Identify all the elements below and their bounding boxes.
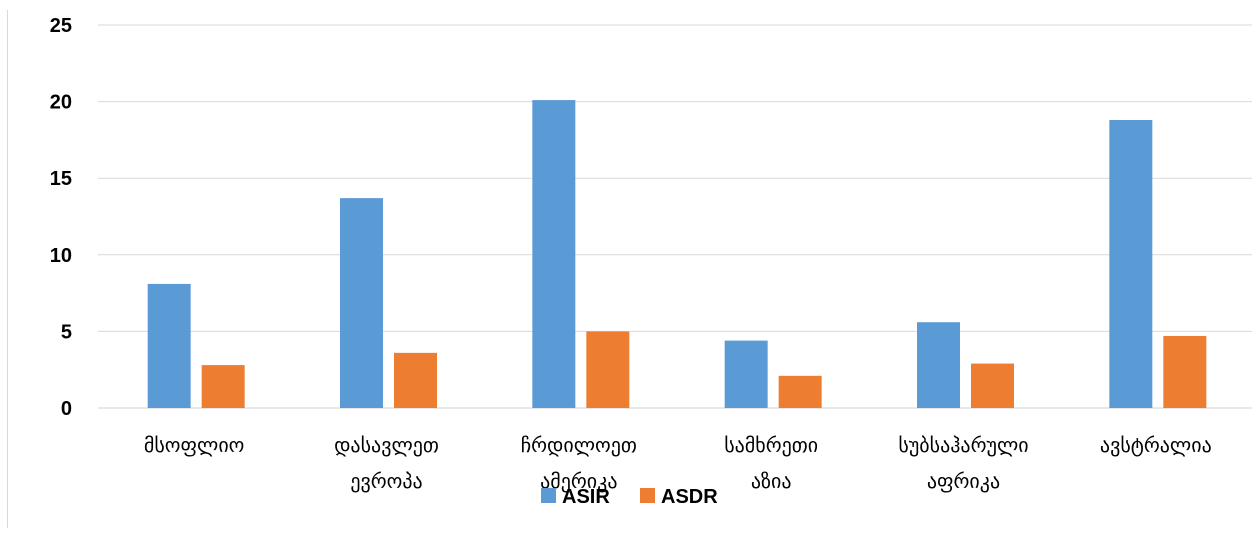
x-category-label: მსოფლიო — [144, 433, 245, 457]
bar-asdr — [394, 352, 437, 408]
x-axis-labels: მსოფლიო დასავლეთევროპაჩრდილოეთამერიკასამხ… — [144, 433, 1212, 493]
y-tick-label: 10 — [50, 245, 72, 267]
bar-asir — [917, 322, 960, 408]
gridlines — [98, 24, 1252, 409]
bar-asdr — [778, 375, 822, 408]
legend: ASIR ASDR — [541, 486, 718, 508]
bar-asir — [724, 340, 768, 408]
legend-label-asir: ASIR — [562, 486, 610, 508]
x-category-label: ჩრდილოეთ — [521, 433, 637, 457]
bar-asir — [532, 100, 576, 409]
bar-asdr — [971, 363, 1014, 408]
y-tick-label: 15 — [50, 168, 72, 190]
bars — [147, 100, 1207, 409]
y-tick-label: 5 — [61, 321, 72, 343]
legend-label-asdr: ASDR — [661, 486, 718, 508]
y-tick-label: 25 — [50, 15, 72, 37]
bar-asdr — [201, 365, 245, 408]
x-category-label: ავსტრალია — [1100, 433, 1212, 457]
x-category-label: სამხრეთი — [724, 433, 818, 457]
x-category-label: აფრიკა — [927, 469, 1000, 493]
bar-asdr — [586, 331, 630, 408]
legend-swatch-asir — [541, 488, 556, 503]
x-category-label: დასავლეთ — [334, 433, 439, 457]
x-category-label: სუბსაჰარული — [898, 433, 1028, 457]
y-tick-label: 0 — [61, 398, 72, 420]
y-axis-ticks: 0 5 10 15 20 25 — [50, 15, 72, 420]
bar-asir — [147, 283, 191, 408]
bar-asir — [340, 198, 383, 408]
bar-asir — [1109, 119, 1153, 408]
chart-frame-edge — [7, 10, 8, 528]
bar-asdr — [1163, 335, 1207, 408]
legend-swatch-asdr — [640, 488, 655, 503]
x-category-label: ევროპა — [350, 469, 422, 493]
x-category-label: აზია — [751, 469, 792, 493]
y-tick-label: 20 — [50, 92, 72, 114]
